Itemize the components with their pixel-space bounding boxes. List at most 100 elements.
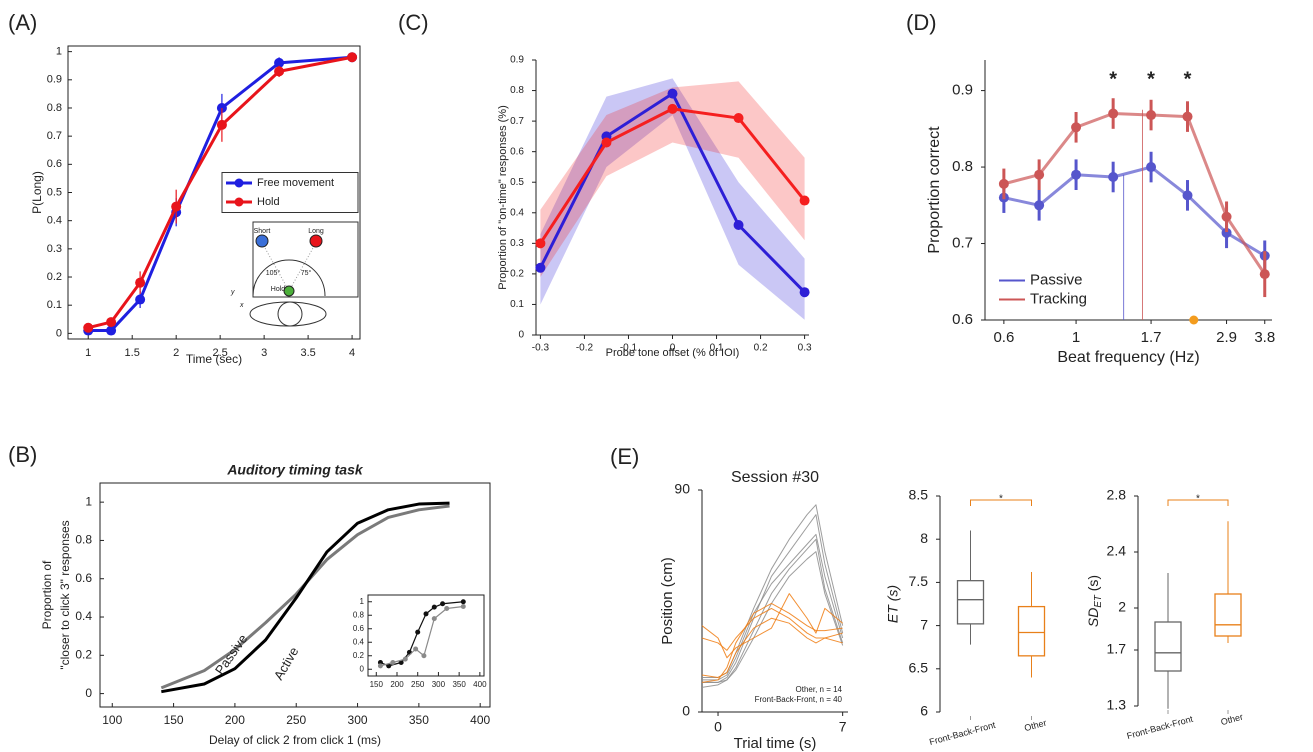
y-label-unit: (s) xyxy=(1085,575,1101,595)
y-tick-label: 0.4 xyxy=(353,637,365,646)
y-axis-label: Position (cm) xyxy=(659,557,676,645)
series-line xyxy=(701,593,843,659)
data-point xyxy=(667,103,678,114)
x-tick-label: 4 xyxy=(349,347,355,359)
diagram-frame xyxy=(252,221,359,298)
y-tick-label: 0.2 xyxy=(353,651,365,660)
data-point xyxy=(171,201,182,212)
data-point xyxy=(460,599,466,605)
y-tick-label: 0.7 xyxy=(47,130,62,142)
x-axis-label: Delay of click 2 from click 1 (ms) xyxy=(209,733,381,747)
y-tick-label: 0.5 xyxy=(510,177,524,188)
x-tick-label: 2.9 xyxy=(1216,329,1237,346)
data-point xyxy=(1108,172,1119,182)
data-point xyxy=(386,663,392,669)
data-point xyxy=(274,66,285,77)
confidence-band xyxy=(540,81,805,277)
task-diagram: Short Long 105° 75° Hold y x xyxy=(230,221,359,327)
legend-marker xyxy=(234,197,244,207)
panel-label: (A) xyxy=(8,10,37,35)
data-point xyxy=(1221,227,1232,238)
series-line xyxy=(702,514,844,683)
y-tick-label: 7.5 xyxy=(909,573,929,589)
data-point xyxy=(1071,122,1082,133)
box xyxy=(1214,593,1242,637)
y-tick-label: 0.3 xyxy=(47,243,62,255)
axis-letter: y xyxy=(230,289,235,296)
y-tick-label: 0.9 xyxy=(952,82,973,99)
y-tick-label: 1 xyxy=(360,597,365,606)
y-tick-label: 0.6 xyxy=(952,311,973,328)
y-tick-label: 6 xyxy=(920,703,928,719)
data-point xyxy=(1034,169,1045,180)
x-tick-label: 0.2 xyxy=(754,343,768,354)
x-tick-label: 350 xyxy=(409,713,429,727)
significance-bracket xyxy=(970,499,1032,506)
x-tick-label: 0 xyxy=(714,719,722,735)
x-tick-label: 3.8 xyxy=(1254,329,1275,346)
chart-title: Session #30 xyxy=(731,469,819,486)
significance-star: * xyxy=(1109,68,1117,90)
x-tick-label: 200 xyxy=(390,680,404,689)
y-tick-label: 8.5 xyxy=(909,487,929,503)
y-tick-label: 0.4 xyxy=(510,207,524,218)
arc xyxy=(252,259,326,297)
x-tick-label: 3 xyxy=(261,347,267,359)
y-tick-label: 2.8 xyxy=(1107,487,1127,503)
series-line xyxy=(1003,112,1266,275)
data-point xyxy=(535,262,546,273)
y-tick-label: 1.7 xyxy=(1107,641,1127,657)
y-tick-label: 0 xyxy=(682,703,690,719)
y-tick-label: 0.8 xyxy=(510,85,524,96)
data-point xyxy=(799,195,810,206)
series-label: Active xyxy=(271,644,302,682)
x-tick-label: 400 xyxy=(470,713,490,727)
data-point xyxy=(106,317,117,328)
y-tick-label: 0.7 xyxy=(510,116,524,127)
x-tick-label: 150 xyxy=(370,680,384,689)
category-label: Other xyxy=(1220,712,1244,727)
short-label: Short xyxy=(254,228,271,235)
category-label: Other xyxy=(1023,718,1047,733)
series-line xyxy=(702,533,844,681)
y-tick-label: 0.2 xyxy=(75,647,92,661)
data-point xyxy=(799,287,810,298)
y-tick-label: 0.5 xyxy=(47,186,62,198)
data-point xyxy=(1182,190,1193,201)
x-tick-label: 0 xyxy=(670,343,676,354)
legend-label: Tracking xyxy=(1030,290,1087,307)
reference-marker xyxy=(1189,315,1199,325)
x-axis-label: Beat frequency (Hz) xyxy=(1057,349,1199,366)
y-tick-label: 0 xyxy=(85,686,92,700)
y-tick-label: 0.8 xyxy=(353,610,365,619)
y-tick-label: 2.4 xyxy=(1107,543,1127,559)
panel-label: (E) xyxy=(610,444,639,469)
y-tick-label: 0.3 xyxy=(510,238,524,249)
x-axis-label: Trial time (s) xyxy=(734,735,817,752)
y-tick-label: 1 xyxy=(56,46,62,58)
y-tick-label: 0 xyxy=(360,664,365,673)
x-tick-label: -0.1 xyxy=(620,343,638,354)
series-line xyxy=(701,617,843,678)
angle-label: 105° xyxy=(266,269,281,277)
box xyxy=(1154,621,1182,672)
y-tick-label: 0 xyxy=(56,327,62,339)
data-point xyxy=(1259,269,1270,280)
y-tick-label: 7 xyxy=(920,616,928,632)
box xyxy=(956,580,985,625)
data-point xyxy=(667,88,678,99)
y-tick-label: 0.9 xyxy=(510,55,524,66)
long-label: Long xyxy=(308,228,324,235)
box xyxy=(1017,605,1046,657)
data-point xyxy=(390,660,396,665)
data-point xyxy=(274,57,285,68)
y-axis-label: P(Long) xyxy=(30,171,44,214)
y-tick-label: 0.6 xyxy=(47,158,62,170)
y-tick-label: 0.6 xyxy=(510,146,524,157)
x-tick-label: 7 xyxy=(839,719,847,735)
data-point xyxy=(347,52,358,63)
y-tick-label: 0 xyxy=(518,330,524,341)
y-tick-label: 0.9 xyxy=(47,74,62,86)
y-axis-label: "closer to click 3" responses xyxy=(58,520,72,669)
